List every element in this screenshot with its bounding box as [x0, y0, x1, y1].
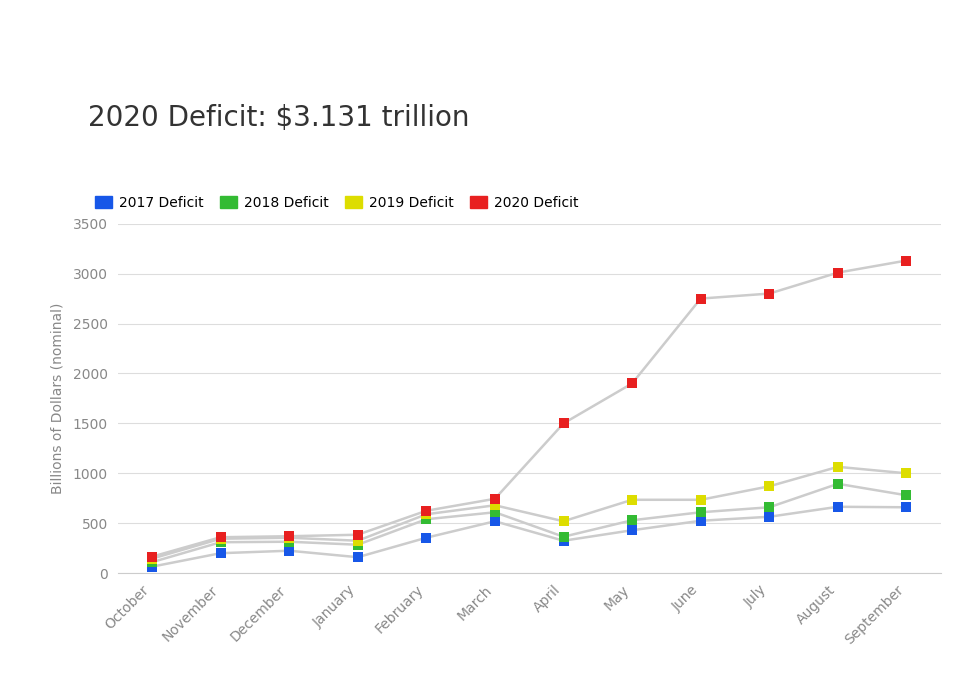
Point	[213, 547, 228, 559]
Point	[693, 293, 709, 304]
Point	[624, 494, 640, 505]
Point	[144, 561, 160, 572]
Point	[418, 505, 434, 517]
Point	[899, 468, 914, 479]
Legend: 2017 Deficit, 2018 Deficit, 2019 Deficit, 2020 Deficit: 2017 Deficit, 2018 Deficit, 2019 Deficit…	[95, 196, 578, 210]
Point	[624, 378, 640, 389]
Point	[556, 535, 571, 547]
Point	[693, 507, 709, 518]
Point	[144, 553, 160, 564]
Point	[213, 532, 228, 543]
Point	[899, 502, 914, 513]
Point	[350, 535, 366, 547]
Point	[624, 525, 640, 536]
Point	[556, 531, 571, 542]
Point	[418, 514, 434, 525]
Point	[487, 500, 503, 511]
Point	[350, 529, 366, 540]
Point	[213, 533, 228, 545]
Point	[693, 494, 709, 505]
Point	[487, 507, 503, 518]
Point	[350, 552, 366, 563]
Point	[830, 478, 846, 489]
Point	[281, 545, 297, 556]
Point	[418, 532, 434, 543]
Point	[624, 514, 640, 526]
Point	[761, 288, 777, 299]
Point	[144, 556, 160, 568]
Point	[830, 267, 846, 278]
Point	[281, 536, 297, 547]
Point	[830, 501, 846, 512]
Point	[281, 531, 297, 542]
Point	[281, 532, 297, 543]
Point	[350, 539, 366, 550]
Point	[761, 502, 777, 513]
Y-axis label: Billions of Dollars (nominal): Billions of Dollars (nominal)	[50, 303, 65, 494]
Point	[418, 509, 434, 520]
Text: 2020 Deficit: $3.131 trillion: 2020 Deficit: $3.131 trillion	[88, 104, 469, 132]
Point	[899, 490, 914, 501]
Point	[144, 551, 160, 562]
Point	[830, 461, 846, 473]
Point	[761, 511, 777, 522]
Point	[556, 516, 571, 527]
Point	[213, 537, 228, 548]
Point	[761, 481, 777, 492]
Point	[487, 493, 503, 505]
Point	[556, 418, 571, 429]
Point	[693, 515, 709, 526]
Point	[487, 516, 503, 527]
Point	[899, 255, 914, 266]
